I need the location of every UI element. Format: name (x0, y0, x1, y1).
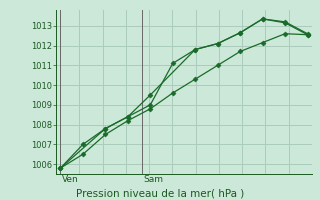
Text: Ven: Ven (62, 175, 78, 184)
Text: Sam: Sam (143, 175, 163, 184)
Text: Pression niveau de la mer( hPa ): Pression niveau de la mer( hPa ) (76, 188, 244, 198)
